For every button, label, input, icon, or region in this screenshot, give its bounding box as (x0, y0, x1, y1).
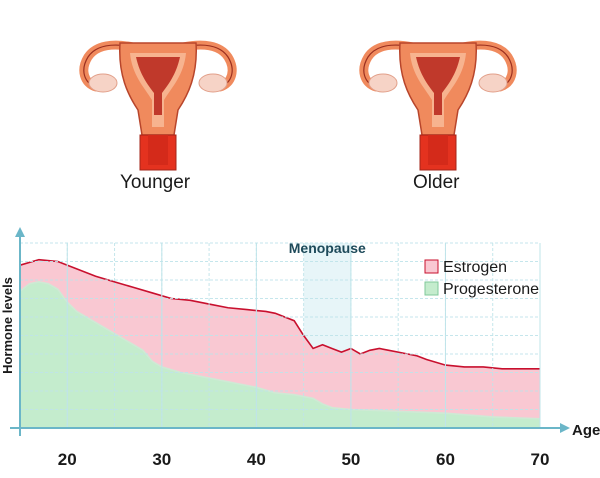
legend-label-progesterone: Progesterone (443, 281, 539, 298)
y-axis-arrow (15, 227, 25, 237)
progesterone-line (19, 281, 541, 420)
younger-label: Younger (120, 172, 191, 193)
older-label: Older (413, 172, 460, 193)
x-tick-label: 30 (152, 450, 171, 469)
x-axis-label: Age (572, 422, 600, 439)
x-axis-arrow (560, 423, 570, 433)
y-axis-label: Hormone levels (0, 277, 15, 374)
x-tick-label: 20 (58, 450, 77, 469)
x-tick-label: 70 (531, 450, 550, 469)
legend-swatch-progesterone (424, 281, 439, 296)
legend-swatch-estrogen (424, 259, 439, 274)
menopause-label: Menopause (289, 240, 366, 256)
estrogen-line (19, 258, 540, 370)
legend-label-estrogen: Estrogen (443, 259, 507, 276)
x-tick-label: 50 (341, 450, 360, 469)
x-tick-label: 60 (436, 450, 455, 469)
x-tick-label: 40 (247, 450, 266, 469)
